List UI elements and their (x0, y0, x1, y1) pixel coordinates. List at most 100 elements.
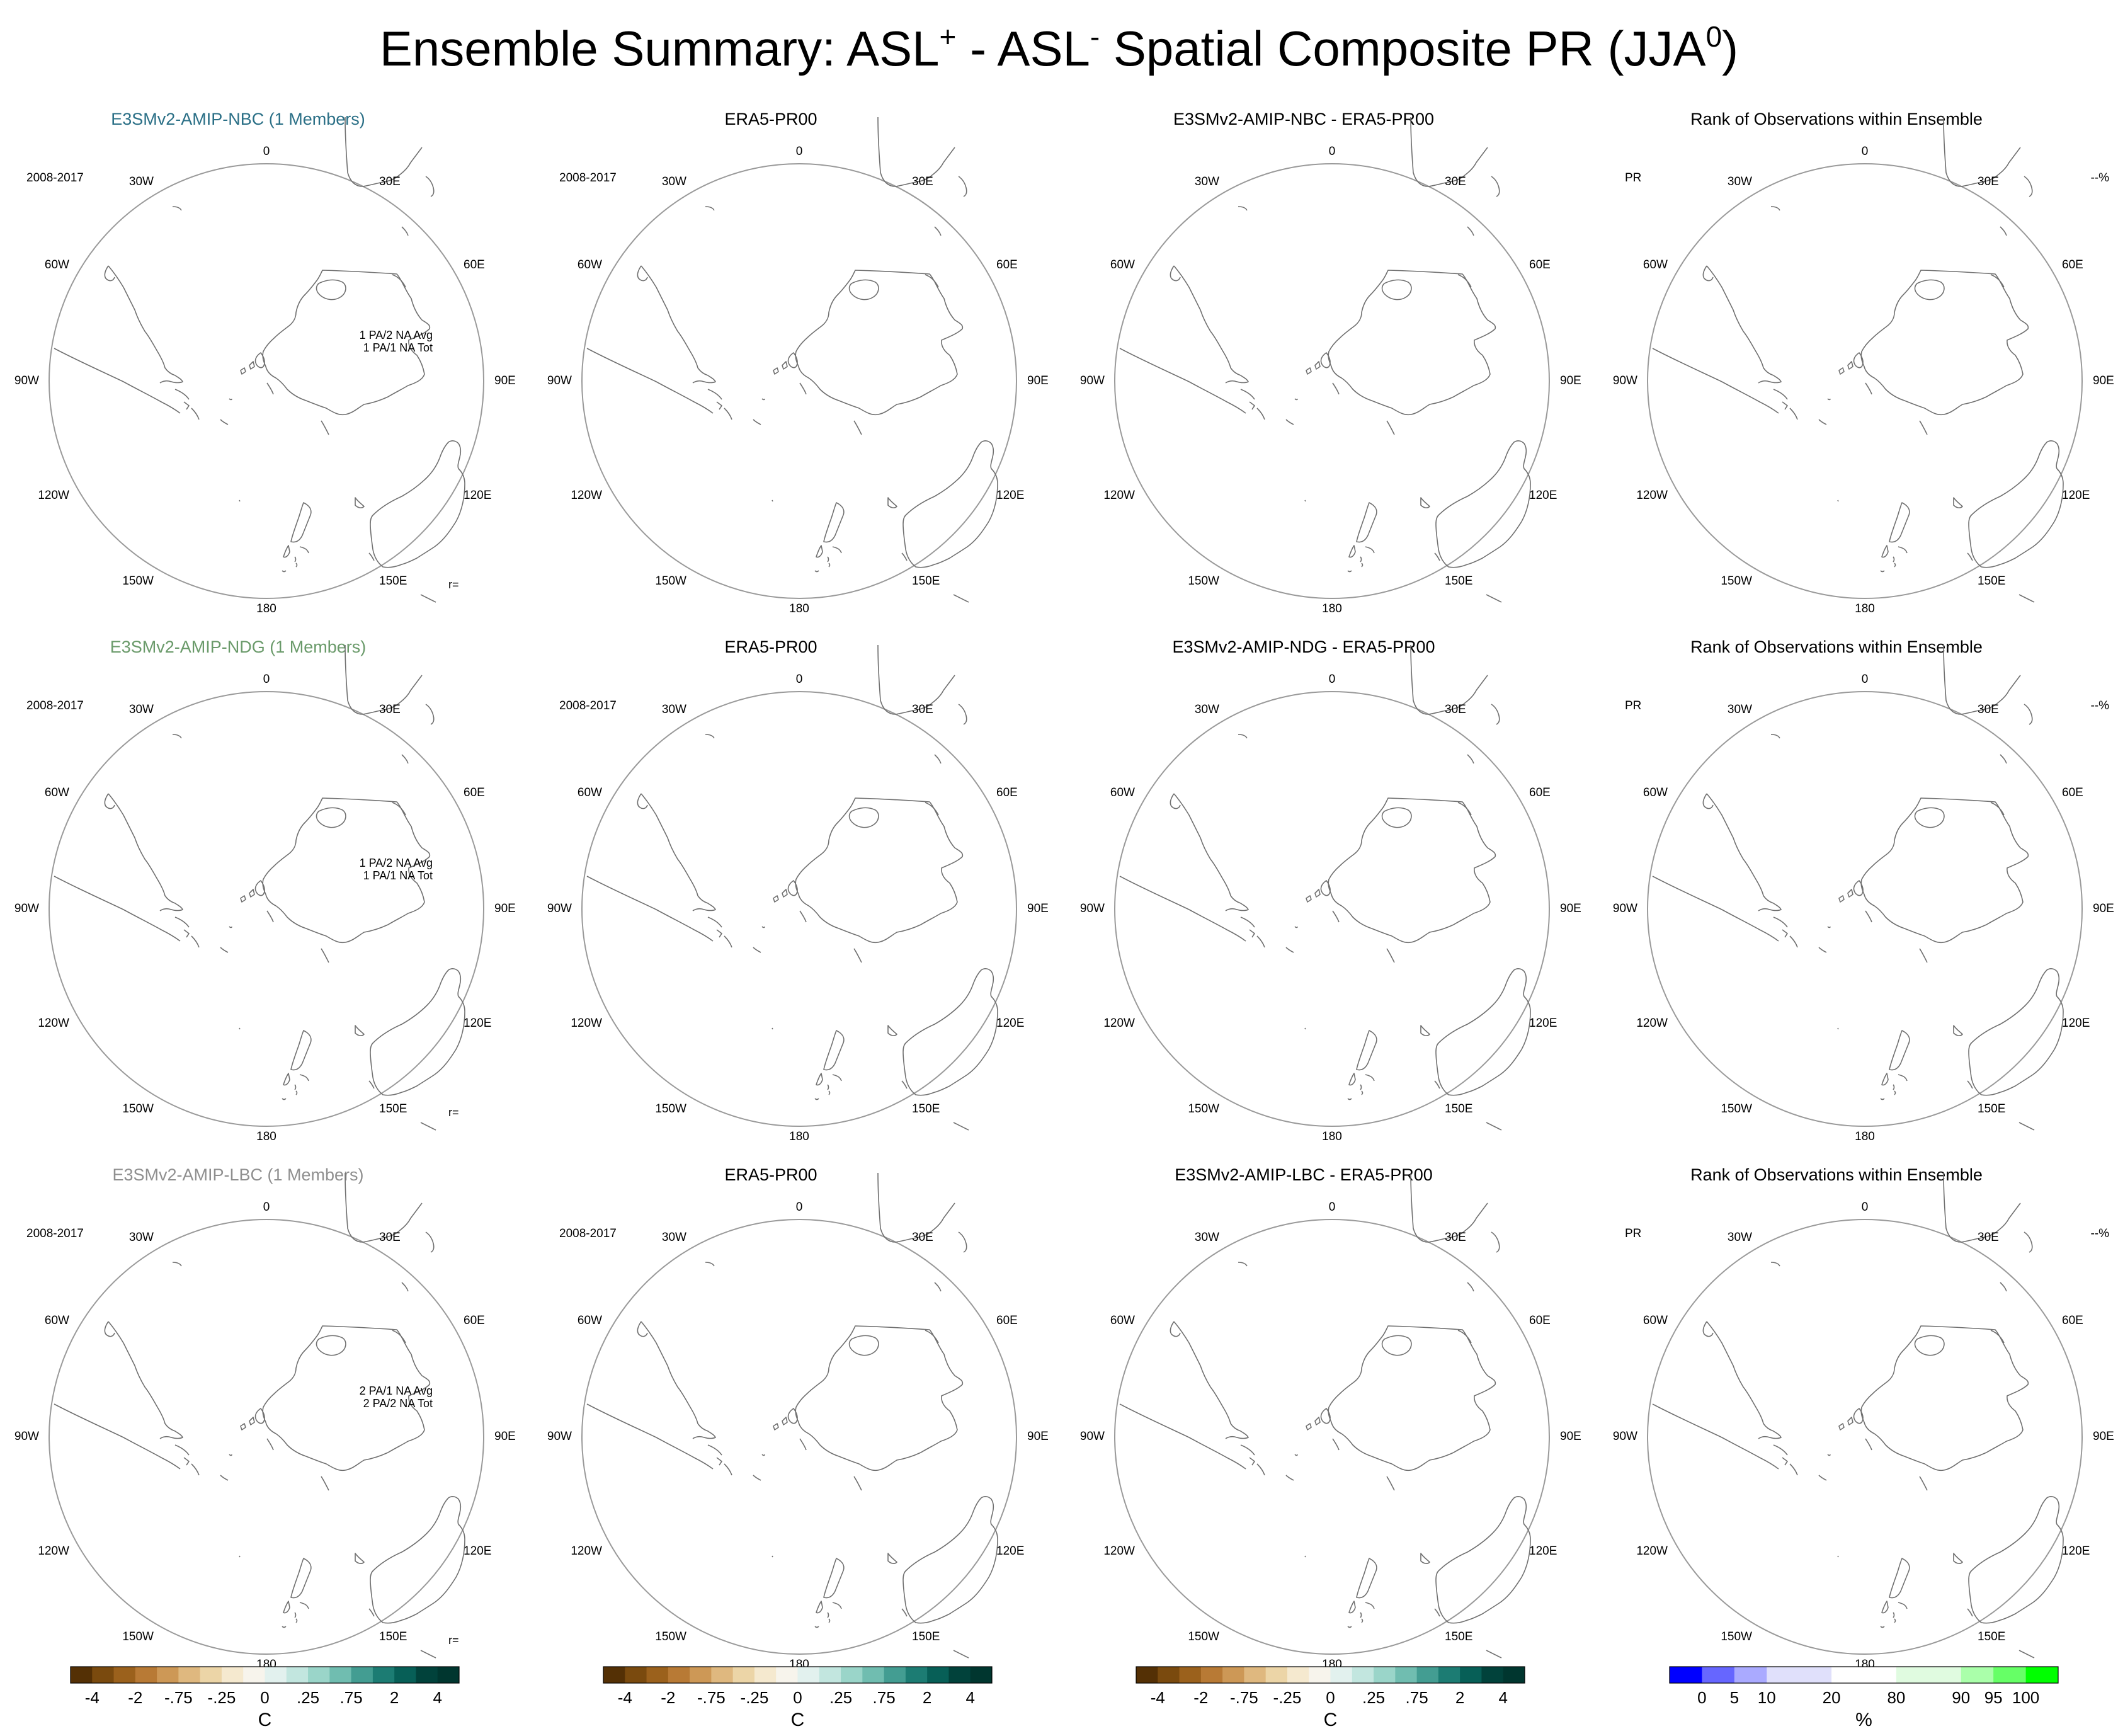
correlation-label: r= (448, 1634, 459, 1647)
coastline (220, 947, 229, 953)
grid-label: 30E (379, 1231, 401, 1244)
coastline (1435, 968, 1531, 1096)
grid-label: 30W (1728, 1231, 1752, 1244)
coastline (848, 807, 879, 828)
coastline (1365, 546, 1375, 554)
grid-label: 150E (912, 1102, 940, 1116)
grid-label: 150W (1721, 1102, 1752, 1116)
grid-label: 30W (662, 1231, 686, 1244)
coastline (753, 419, 761, 425)
grid-label: 30W (1195, 1231, 1219, 1244)
coastlines (586, 117, 998, 603)
grid-label: 180 (1322, 602, 1342, 615)
coastline (1365, 1074, 1375, 1082)
panel-percent-label: --% (2090, 1227, 2109, 1240)
coastline (1381, 807, 1412, 828)
coastline (104, 265, 115, 282)
coastline (2018, 1650, 2035, 1659)
grid-label: 90E (1560, 374, 1581, 387)
map-boundary (48, 691, 484, 1127)
grid-label: 90W (547, 1430, 572, 1443)
colorbar-bin (819, 1667, 841, 1683)
coastline (901, 1080, 908, 1089)
coastline (299, 1602, 309, 1609)
grid-label: 60E (2062, 258, 2083, 271)
colorbar-tick-label: 2 (390, 1688, 399, 1707)
grid-label: 90W (1080, 902, 1105, 915)
polar-map: 0 180 30E 60E 90E 120E 150E 30W 60W 90W 120W 150W 20… (14, 117, 516, 615)
coastline (828, 1090, 831, 1095)
coastline (283, 1601, 290, 1614)
coastline (637, 793, 648, 809)
grid-label: 150W (1188, 1102, 1219, 1116)
grid-label: 150E (379, 1630, 407, 1643)
coastline (1314, 1417, 1321, 1425)
colorbar-bin (732, 1667, 755, 1683)
grid-label: 150W (1188, 1630, 1219, 1643)
coastline (934, 1282, 942, 1292)
coastline (925, 1330, 939, 1344)
grid-label: 0 (1862, 1201, 1869, 1214)
panel-corner-label: 2008-2017 (559, 171, 617, 185)
coastline (282, 570, 287, 573)
coastline (368, 552, 375, 561)
colorbar-tick-label: -2 (661, 1688, 675, 1707)
colorbar-bin (862, 1667, 885, 1683)
colorbar-tick-label: 20 (1823, 1688, 1841, 1707)
coastline (637, 1321, 648, 1337)
coastline (958, 1231, 967, 1253)
grid-label: 0 (263, 1201, 270, 1214)
map-panel: Rank of Observations within Ensemble 0 180… (1613, 1162, 2114, 1672)
colorbar-unit-label: % (1855, 1710, 1872, 1730)
grid-label: 180 (789, 602, 809, 615)
colorbar-bin (157, 1667, 179, 1683)
colorbar-bin (308, 1667, 330, 1683)
colorbar-bin (603, 1667, 625, 1683)
colorbar-tick-label: -4 (1151, 1688, 1165, 1707)
coastline (54, 1403, 181, 1470)
grid-label: 120W (38, 1545, 69, 1558)
coastline (1328, 797, 1496, 944)
map-boundary (48, 163, 484, 599)
panel-corner-label: 2008-2017 (26, 171, 84, 185)
coastline (814, 1626, 819, 1628)
coastline (1706, 265, 1782, 384)
coastline (266, 910, 274, 923)
grid-label: 120E (1529, 489, 1557, 502)
coastline (1386, 1476, 1395, 1491)
coastline (1914, 1335, 1945, 1356)
coastline (816, 1073, 823, 1086)
coastline (901, 552, 908, 561)
colorbar-tick-label: 10 (1758, 1688, 1776, 1707)
colorbar-bin (1287, 1667, 1309, 1683)
grid-label: 90W (547, 902, 572, 915)
coastline (782, 1417, 788, 1425)
coastline (399, 147, 423, 176)
coastline (799, 1438, 807, 1451)
coastline (1997, 675, 2021, 704)
colorbar-tick-label: .25 (297, 1688, 319, 1707)
grid-label: 60E (464, 258, 485, 271)
coastline (877, 1172, 933, 1243)
polar-map: 0 180 30E 60E 90E 120E 150E 30W 60W 90W 120W 150W PR… (1613, 644, 2114, 1143)
map-boundary (1647, 1219, 2083, 1655)
map-boundary (1114, 163, 1550, 599)
polar-map: 0 180 30E 60E 90E 120E 150E 30W 60W 90W 120W 150W PR… (1613, 117, 2114, 615)
coastline (399, 675, 423, 704)
colorbar-bin (372, 1667, 395, 1683)
grid-label: 120E (996, 1545, 1024, 1558)
coastline (1467, 754, 1474, 764)
coastline (707, 917, 732, 948)
coastline (294, 1612, 297, 1618)
grid-label: 90W (1613, 374, 1637, 387)
panel-title: ERA5-PR00 (724, 637, 817, 656)
grid-label: 30E (1978, 703, 1999, 716)
coastline (707, 389, 732, 420)
coastline (1170, 793, 1181, 809)
coastline (707, 1444, 732, 1476)
coastline (295, 1618, 298, 1623)
map-panel: Rank of Observations within Ensemble 0 180… (1613, 634, 2114, 1144)
coastline (641, 265, 716, 384)
title-superscript-zero: 0 (1705, 20, 1722, 53)
grid-label: 120W (571, 489, 602, 502)
